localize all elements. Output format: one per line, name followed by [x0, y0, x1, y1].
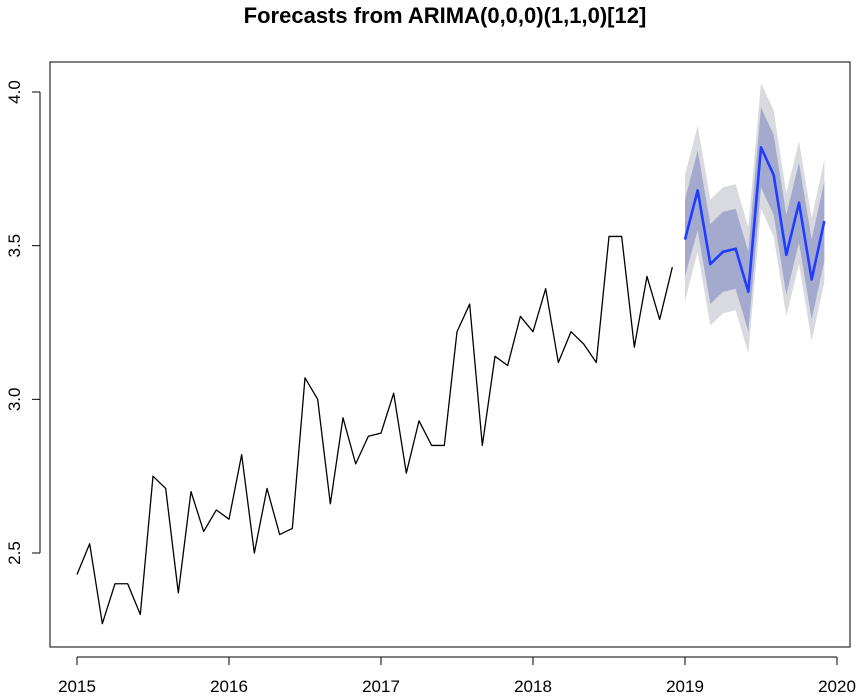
plot-area	[49, 61, 851, 648]
y-tick-label: 3.0	[5, 388, 24, 412]
x-tick-label: 2017	[362, 677, 400, 696]
x-tick-label: 2020	[818, 677, 856, 696]
y-tick-label: 3.5	[5, 234, 24, 258]
history-line	[76, 235, 673, 625]
x-tick-label: 2018	[514, 677, 552, 696]
y-axis: 2.5 3.0 3.5 4.0	[5, 80, 41, 565]
x-axis: 2015 2016 2017 2018 2019 2020	[58, 656, 856, 696]
x-tick-label: 2015	[58, 677, 96, 696]
x-tick-label: 2019	[666, 677, 704, 696]
y-tick-label: 2.5	[5, 541, 24, 565]
chart-title: Forecasts from ARIMA(0,0,0)(1,1,0)[12]	[244, 3, 647, 28]
y-tick-label: 4.0	[5, 80, 24, 104]
x-tick-label: 2016	[210, 677, 248, 696]
series-lines	[76, 146, 826, 625]
forecast-line	[683, 146, 826, 294]
